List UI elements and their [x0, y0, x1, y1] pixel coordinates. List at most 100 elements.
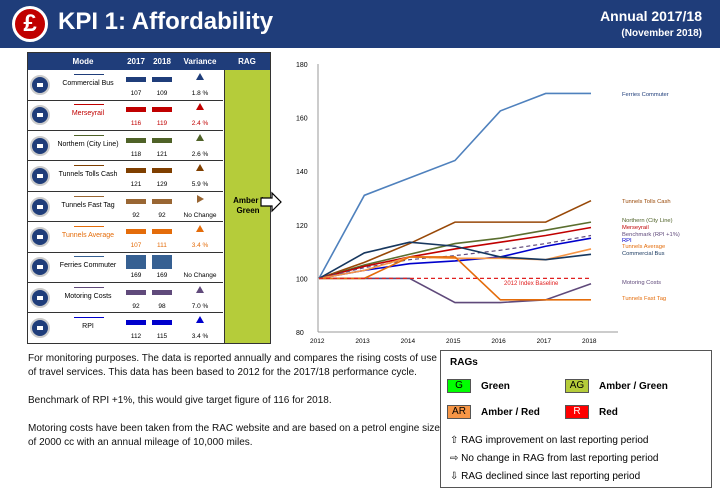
header-mode: Mode — [72, 57, 94, 66]
bar-2017 — [126, 198, 146, 204]
bar-2018 — [152, 198, 172, 204]
up-triangle-icon — [196, 164, 204, 172]
bar-2017 — [126, 229, 146, 234]
value-2017: 92 — [132, 211, 140, 219]
table-row: Tunnels Fast Tag 92 92 No Change — [28, 192, 223, 223]
variance-value: 2.6 % — [191, 150, 209, 158]
x-tick-label: 2017 — [537, 338, 552, 345]
annual-label: Annual 2017/18 — [600, 8, 702, 24]
bar-2017 — [126, 168, 146, 174]
series-label: Northern (City Line) — [622, 218, 673, 224]
series-label: Benchmark (RPI +1%) — [622, 232, 680, 238]
bar-2018 — [152, 320, 172, 326]
table-row: Ferries Commuter 169 169 No Change — [28, 252, 223, 283]
x-tick-label: 2014 — [401, 338, 416, 345]
x-tick-label: 2016 — [491, 338, 506, 345]
table-row: Northern (City Line) 118 121 2.6 % — [28, 131, 223, 162]
right-arrow-icon — [260, 191, 282, 213]
series-line — [318, 92, 591, 279]
x-tick-label: 2015 — [446, 338, 461, 345]
series-line — [318, 241, 592, 280]
y-tick-label: 160 — [296, 116, 308, 123]
header-banner: £ KPI 1: Affordability Annual 2017/18 (N… — [0, 0, 720, 48]
bar-2017 — [126, 77, 146, 82]
up-triangle-icon — [196, 103, 204, 111]
variance-value: 2.4 % — [191, 120, 209, 128]
mode-line — [74, 104, 104, 106]
note-motoring: Motoring costs have been taken from the … — [28, 423, 440, 448]
value-2018: 121 — [156, 150, 168, 158]
value-2017: 107 — [130, 90, 142, 97]
mode-label: Motoring Costs — [64, 292, 112, 300]
mode-label: Commercial Bus — [62, 80, 114, 87]
bar-2018 — [152, 107, 172, 113]
rag-r-label: Red — [599, 407, 618, 418]
x-tick-label: 2012 — [310, 338, 325, 345]
series-label: Tunnels Fast Tag — [622, 296, 666, 302]
key-no-change: ⇨ No change in RAG from last reporting p… — [450, 453, 659, 464]
bar-2018 — [152, 168, 172, 174]
header-2017: 2017 — [127, 57, 145, 66]
series-line — [318, 226, 592, 280]
transport-icon — [30, 166, 50, 187]
note-monitoring: For monitoring purposes. The data is rep… — [28, 353, 437, 378]
variance-value: 5.9 % — [191, 181, 209, 189]
legend-title: RAGs — [450, 357, 478, 368]
variance-value: 3.4 % — [191, 242, 209, 249]
value-2017: 169 — [130, 272, 142, 280]
value-2017: 107 — [130, 242, 142, 249]
variance-value: 7.0 % — [191, 302, 209, 310]
value-2018: 115 — [156, 333, 168, 341]
header-2018: 2018 — [153, 57, 171, 66]
value-2017: 116 — [130, 120, 142, 128]
value-2018: 109 — [156, 90, 168, 97]
x-tick-label: 2013 — [355, 338, 370, 345]
up-triangle-icon — [196, 316, 204, 324]
value-2018: 129 — [156, 181, 168, 189]
mode-label: Merseyrail — [71, 110, 105, 118]
series-label: Ferries Commuter — [622, 92, 669, 98]
series-label: Commercial Bus — [622, 251, 665, 257]
table-row: Commercial Bus 107 109 1.8 % — [28, 70, 223, 101]
table-row: Motoring Costs 92 98 7.0 % — [28, 283, 223, 314]
value-2018: 169 — [156, 272, 168, 280]
value-2017: 121 — [130, 181, 142, 189]
period-label: (November 2018) — [621, 28, 702, 39]
table-row: Tunnels Tolls Cash 121 129 5.9 % — [28, 161, 223, 192]
bar-2017 — [126, 137, 146, 143]
key-improvement: ⇧ RAG improvement on last reporting peri… — [450, 435, 649, 446]
series-label: Tunnels Tolls Cash — [622, 199, 671, 205]
bar-2017 — [126, 320, 146, 326]
series-line — [318, 199, 592, 280]
bar-2018 — [152, 229, 172, 234]
variance-value: 1.8 % — [191, 90, 209, 97]
variance-value: 3.4 % — [191, 333, 209, 341]
header-variance: Variance — [183, 57, 217, 66]
series-label: Motoring Costs — [622, 280, 661, 286]
y-tick-label: 80 — [296, 330, 304, 337]
pound-logo-icon: £ — [12, 6, 48, 42]
right-triangle-icon — [197, 194, 204, 203]
mode-label: Northern (City Line) — [57, 140, 119, 148]
baseline-label: 2012 Index Baseline — [504, 281, 559, 287]
rag-ar-label: Amber / Red — [481, 407, 540, 418]
mode-line — [74, 195, 104, 197]
mode-label: Tunnels Tolls Cash — [58, 171, 118, 179]
mode-line — [74, 256, 104, 258]
rag-value: Amber / Green — [233, 196, 263, 215]
table-header: Mode 2017 2018 Variance RAG — [28, 53, 270, 70]
up-triangle-icon — [196, 133, 204, 141]
x-tick-label: 2018 — [582, 338, 597, 345]
rag-g-box: G — [447, 379, 471, 393]
bar-2018 — [152, 77, 172, 82]
table-row: RPI 112 115 3.4 % — [28, 313, 223, 344]
series-line — [318, 221, 592, 280]
kpi-table: Mode 2017 2018 Variance RAG Commercial B… — [27, 52, 282, 344]
mode-line — [74, 226, 104, 227]
mode-label: Tunnels Fast Tag — [61, 201, 115, 209]
line-chart: 80 100 120 140 160 180 2012 2013 2014 2015 2016 201… — [296, 62, 680, 345]
transport-icon — [30, 196, 50, 217]
notes: For monitoring purposes. The data is rep… — [28, 352, 440, 464]
bar-2017 — [126, 255, 146, 270]
y-tick-label: 180 — [296, 62, 308, 69]
